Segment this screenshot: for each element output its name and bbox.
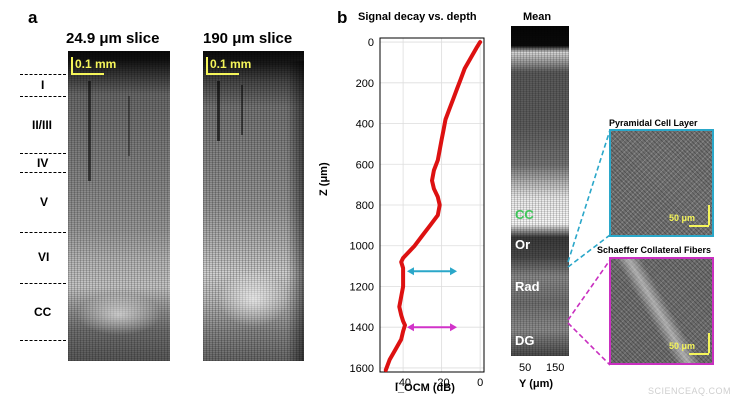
connector-magenta-top (567, 259, 611, 321)
slice2-vessel (217, 81, 220, 141)
slice1-vessel (88, 81, 91, 181)
slice1-title: 24.9 μm slice (66, 30, 160, 47)
chart-title: Signal decay vs. depth (358, 11, 477, 23)
layer-boundary-2 (20, 96, 66, 97)
layer-label-I: I (41, 78, 45, 92)
mean-x-tick-150: 150 (546, 362, 565, 374)
y-tick-label-6: 1200 (350, 281, 374, 293)
y-tick-label-2: 400 (356, 119, 374, 131)
inset1-scalebar-h (689, 225, 709, 227)
layer-boundary-6 (20, 283, 66, 284)
y-tick-label-4: 800 (356, 200, 374, 212)
y-tick-label-1: 200 (356, 78, 374, 90)
slice1-vessel-2 (128, 96, 130, 156)
arrow-magenta-head-0 (406, 323, 414, 332)
inset1-image: 50 μm (609, 129, 714, 237)
slice2-vessel-2 (241, 85, 243, 135)
layer-boundary-1 (20, 74, 66, 75)
chart-x-ticks: -40 -20 0 (395, 377, 483, 389)
mean-label-dg: DG (515, 333, 535, 348)
chart-annotations (406, 267, 458, 332)
connector-magenta-bottom (567, 322, 611, 366)
arrow-cyan-head-1 (450, 267, 458, 276)
series-line (383, 40, 483, 372)
connector-cyan-bottom (567, 234, 611, 268)
chart-plot-frame (379, 37, 485, 373)
inset1-title: Pyramidal Cell Layer (609, 118, 698, 128)
layer-boundary-3 (20, 153, 66, 154)
layer-label-V: V (40, 195, 49, 209)
panel-a-letter: a (28, 8, 38, 27)
x-axis-label: I_OCM (dB) (395, 382, 455, 394)
inset2-image: 50 μm (609, 257, 714, 365)
mean-label-cc: CC (515, 207, 534, 222)
slice1-scalebar-h (71, 73, 104, 75)
layer-boundary-5 (20, 232, 66, 233)
y-tick-label-7: 1400 (350, 322, 374, 334)
layer-label-CC: CC (34, 305, 52, 319)
mean-label-or: Or (515, 237, 531, 252)
y-axis-label-text: Z (μm) (318, 162, 330, 196)
watermark: SCIENCEAQ.COM (648, 386, 732, 396)
slice2-title: 190 μm slice (203, 30, 293, 47)
y-tick-label-8: 1600 (350, 363, 374, 375)
inset2-scalebar-v (708, 333, 710, 353)
arrow-magenta-head-1 (450, 323, 458, 332)
y-axis-label: Z (μm) (318, 162, 330, 196)
slice2-scalebar-h (206, 73, 239, 75)
signal-decay-chart: 0 200 400 600 800 1000 1200 1400 1600 -40 -20 0 (350, 37, 485, 389)
chart-y-ticks: 0 200 400 600 800 1000 1200 1400 1600 (350, 37, 374, 375)
layer-boundary-7 (20, 340, 66, 341)
layer-label-IV: IV (37, 156, 49, 170)
inset2-scalebar-label: 50 μm (669, 341, 696, 351)
y-tick-label-0: 0 (368, 37, 374, 49)
mean-title: Mean (523, 11, 552, 23)
connector-cyan-top (567, 129, 611, 263)
x-tick-label-1: -20 (434, 377, 450, 389)
slice1-image: 0.1 mm (68, 51, 170, 361)
x-tick-label-2: 0 (477, 377, 483, 389)
arrow-cyan-head-0 (406, 267, 414, 276)
mean-label-rad: Rad (515, 279, 540, 294)
slice1-scalebar (71, 57, 73, 75)
x-axis-label-text: I_OCM (dB) (395, 382, 455, 394)
x-tick-label-0: -40 (395, 377, 411, 389)
inset2-title: Schaeffer Collateral Fibers (597, 245, 712, 255)
mean-image: CC Or Rad DG (511, 26, 569, 356)
slice2-scalebar (206, 57, 208, 75)
mean-x-tick-50: 50 (519, 362, 532, 374)
inset-connectors (567, 129, 611, 366)
mean-x-label: Y (μm) (519, 378, 554, 390)
inset1-scalebar-label: 50 μm (669, 213, 696, 223)
panel-b-letter: b (337, 8, 348, 27)
layer-boundary-4 (20, 172, 66, 173)
layer-label-VI: VI (38, 250, 50, 264)
slice2-dark-edge (287, 61, 304, 361)
slice1-scalebar-label: 0.1 mm (75, 57, 117, 71)
chart-grid (380, 38, 484, 372)
slice2-image: 0.1 mm (203, 51, 304, 361)
slice2-scalebar-label: 0.1 mm (210, 57, 252, 71)
inset1-scalebar-v (708, 205, 710, 225)
layer-label-II-III: II/III (32, 118, 53, 132)
y-tick-label-3: 600 (356, 159, 374, 171)
y-tick-label-5: 1000 (350, 241, 374, 253)
inset2-scalebar-h (689, 353, 709, 355)
